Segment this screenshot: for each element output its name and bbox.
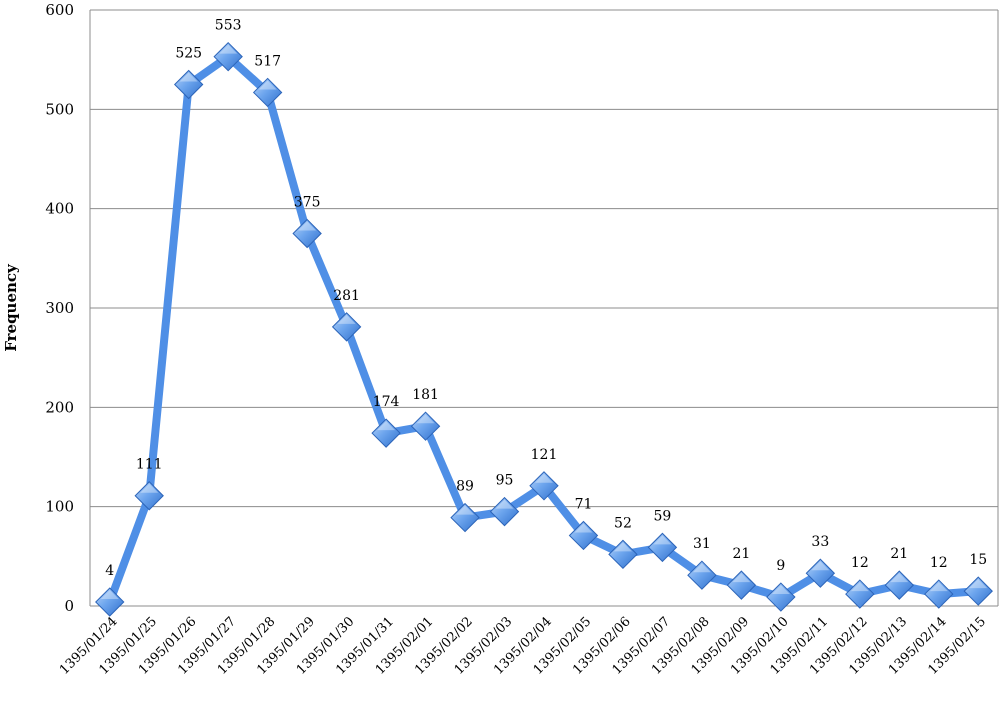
data-point — [410, 411, 441, 441]
data-point — [924, 579, 954, 609]
data-label: 4 — [105, 563, 114, 579]
data-label: 111 — [136, 457, 163, 473]
series-line-path — [105, 52, 983, 607]
data-label: 181 — [412, 387, 439, 403]
data-label: 31 — [693, 536, 711, 552]
data-point — [884, 570, 915, 600]
data-point-highlight — [298, 221, 317, 231]
data-point — [647, 532, 678, 563]
series-markers — [95, 41, 993, 617]
data-label: 21 — [732, 546, 750, 562]
axes — [89, 10, 999, 607]
data-point — [529, 471, 559, 501]
data-point-highlight — [100, 590, 119, 600]
data-point — [292, 218, 322, 249]
data-point-highlight — [771, 585, 790, 595]
data-label: 89 — [456, 479, 474, 495]
y-axis-label: Frequency — [2, 263, 20, 352]
data-point — [331, 312, 362, 342]
y-tick-labels: 0 100 200 300 400 500 600 — [45, 1, 74, 615]
data-point — [450, 502, 480, 533]
data-point-highlight — [732, 573, 751, 583]
data-label: 517 — [254, 53, 281, 69]
y-tick-label: 200 — [45, 398, 74, 416]
data-point — [963, 576, 993, 606]
data-point-highlight — [219, 44, 238, 54]
data-label: 121 — [531, 447, 558, 463]
data-point — [726, 570, 757, 600]
data-label: 59 — [654, 508, 672, 524]
data-point — [489, 496, 520, 527]
data-point-highlight — [140, 483, 159, 493]
data-point-highlight — [890, 573, 909, 583]
data-point-highlight — [613, 542, 632, 552]
data-point-highlight — [456, 505, 475, 515]
data-point-highlight — [416, 414, 435, 424]
data-label: 71 — [575, 496, 593, 512]
data-point — [134, 481, 164, 511]
data-point-highlight — [495, 499, 514, 509]
data-label: 15 — [969, 552, 987, 568]
data-point — [608, 539, 638, 570]
data-point-highlight — [850, 582, 869, 592]
data-point — [687, 560, 717, 590]
data-point-highlight — [337, 314, 356, 324]
data-label: 12 — [851, 555, 869, 571]
data-point-highlight — [692, 563, 711, 573]
y-tick-label: 600 — [45, 1, 74, 19]
y-tick-label: 400 — [45, 200, 74, 218]
data-label: 553 — [215, 18, 242, 34]
data-labels: 4 111 525 553 517 375 281 174 181 89 95 121 71 52 59 31… — [105, 18, 987, 579]
data-point — [95, 587, 125, 617]
data-label: 21 — [890, 546, 908, 562]
data-point-highlight — [653, 535, 672, 545]
data-point-highlight — [574, 523, 593, 533]
data-label: 95 — [496, 473, 514, 489]
data-label: 174 — [373, 394, 400, 410]
data-point-highlight — [969, 579, 988, 589]
data-point — [252, 77, 283, 108]
y-tick-label: 100 — [45, 498, 74, 516]
data-label: 375 — [294, 195, 321, 211]
data-point-highlight — [811, 561, 830, 571]
y-tick-label: 0 — [64, 597, 74, 615]
data-label: 12 — [930, 555, 948, 571]
data-point-highlight — [377, 421, 396, 431]
data-label: 52 — [614, 515, 632, 531]
y-tick-label: 300 — [45, 299, 74, 317]
data-point — [568, 520, 599, 551]
data-point — [845, 579, 875, 609]
data-point — [805, 558, 836, 588]
data-label: 281 — [333, 288, 360, 304]
y-tick-label: 500 — [45, 100, 74, 118]
data-label: 525 — [175, 46, 202, 62]
data-point — [173, 69, 204, 100]
data-point-highlight — [258, 80, 277, 90]
data-point-highlight — [535, 473, 553, 483]
gridlines — [90, 9, 998, 508]
series-line — [105, 52, 983, 607]
x-tick-labels: 1395/01/241395/01/251395/01/261395/01/27… — [57, 614, 989, 678]
data-point-highlight — [179, 72, 198, 82]
data-point — [213, 41, 243, 72]
data-point — [371, 418, 401, 448]
data-point-highlight — [929, 582, 948, 592]
data-point — [766, 582, 796, 612]
data-label: 33 — [811, 534, 829, 550]
data-label: 9 — [776, 558, 785, 574]
